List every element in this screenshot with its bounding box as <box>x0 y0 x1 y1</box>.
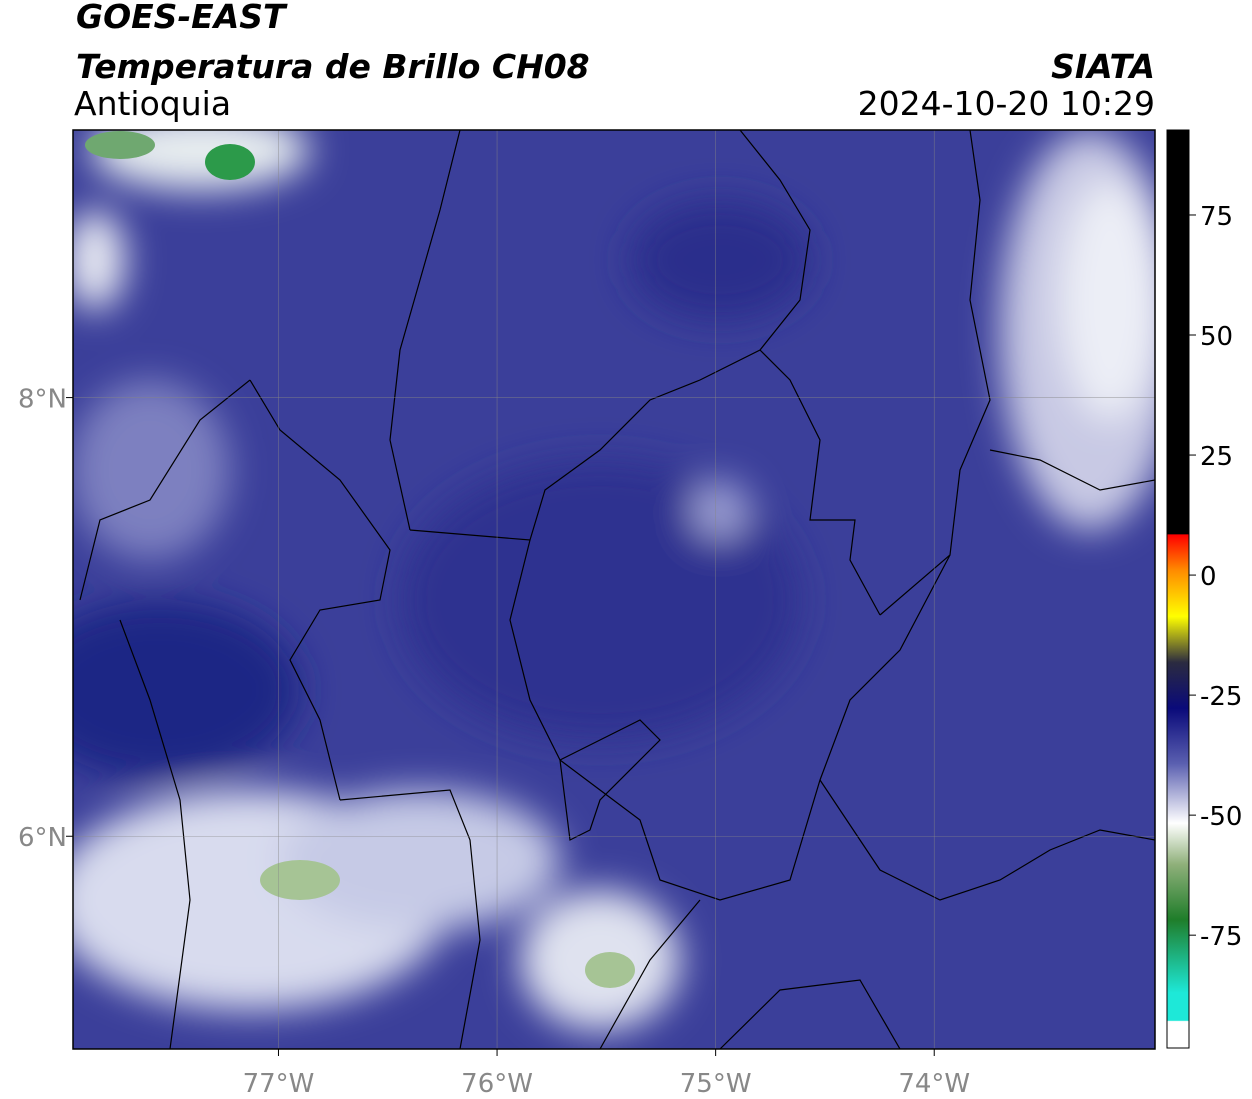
colorbar-tick-label: -50 <box>1200 802 1242 832</box>
colorbar-tick-label: 25 <box>1200 442 1233 472</box>
x-tick-label: 77°W <box>243 1069 315 1099</box>
x-tick-label: 76°W <box>461 1069 533 1099</box>
source: SIATA <box>1051 47 1155 86</box>
x-tick-label: 74°W <box>898 1069 970 1099</box>
colorbar-tick-label: 50 <box>1200 322 1233 352</box>
colorbar <box>1166 129 1190 1049</box>
colorbar-tick-label: -25 <box>1200 682 1242 712</box>
y-tick-label: 8°N <box>18 385 67 415</box>
colorbar-tick-label: -75 <box>1200 922 1242 952</box>
map-frame <box>72 129 1156 1050</box>
region: Antioquia <box>74 84 231 123</box>
colorbar-tick-label: 75 <box>1200 202 1233 232</box>
timestamp: 2024-10-20 10:29 <box>858 84 1155 123</box>
graticule <box>73 130 1155 1049</box>
subtitle: Temperatura de Brillo CH08 <box>76 47 590 86</box>
map-image <box>73 130 1155 1049</box>
y-tick-label: 6°N <box>18 823 67 853</box>
title: GOES-EAST <box>76 0 288 36</box>
x-tick-label: 75°W <box>680 1069 752 1099</box>
colorbar-tick-label: 0 <box>1200 562 1217 592</box>
